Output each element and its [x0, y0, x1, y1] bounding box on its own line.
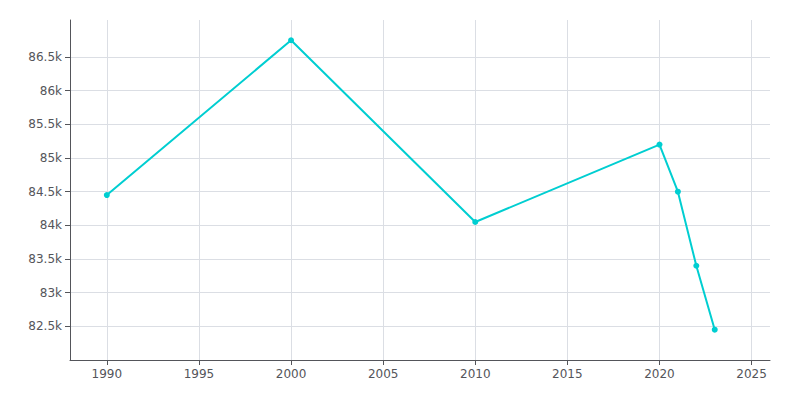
svg-text:2020: 2020 [644, 367, 675, 381]
svg-text:86.5k: 86.5k [28, 50, 62, 64]
svg-text:2010: 2010 [460, 367, 491, 381]
svg-text:2015: 2015 [552, 367, 583, 381]
svg-text:82.5k: 82.5k [28, 319, 62, 333]
svg-text:84.5k: 84.5k [28, 185, 62, 199]
svg-text:1995: 1995 [184, 367, 215, 381]
svg-text:2025: 2025 [736, 367, 767, 381]
svg-text:85k: 85k [40, 151, 62, 165]
svg-text:83k: 83k [40, 286, 62, 300]
svg-text:84k: 84k [40, 218, 62, 232]
svg-text:2005: 2005 [368, 367, 399, 381]
svg-text:1990: 1990 [92, 367, 123, 381]
svg-text:83.5k: 83.5k [28, 252, 62, 266]
svg-text:86k: 86k [40, 84, 62, 98]
svg-text:85.5k: 85.5k [28, 117, 62, 131]
svg-text:2000: 2000 [276, 367, 307, 381]
